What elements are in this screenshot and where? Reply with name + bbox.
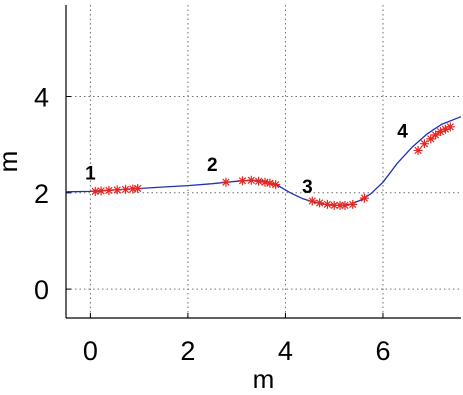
data-point-marker <box>419 139 429 149</box>
data-point-marker <box>90 186 100 196</box>
data-point-marker <box>254 176 264 186</box>
data-point-marker <box>120 184 130 194</box>
data-point-marker <box>133 183 143 193</box>
data-point-marker <box>445 122 455 132</box>
annotation-label-4: 4 <box>397 121 408 142</box>
data-point-marker <box>335 200 345 210</box>
data-point-marker <box>260 177 270 187</box>
data-point-marker <box>436 127 446 137</box>
data-point-marker <box>104 185 114 195</box>
y-axis-label: m <box>0 151 23 173</box>
trajectory-line <box>65 116 462 206</box>
y-tick-label: 0 <box>34 275 49 305</box>
data-point-marker <box>265 178 275 188</box>
data-point-marker <box>96 186 106 196</box>
annotation-label-2: 2 <box>207 155 218 176</box>
annotation-label-1: 1 <box>85 163 96 184</box>
data-point-marker <box>322 199 332 209</box>
y-tick-label: 4 <box>34 82 49 112</box>
x-tick-label: 0 <box>83 336 98 366</box>
annotation-label-3: 3 <box>302 177 313 198</box>
data-point-marker <box>340 200 350 210</box>
data-point-marker <box>413 145 423 155</box>
data-point-marker <box>315 198 325 208</box>
data-point-marker <box>348 199 358 209</box>
data-point-marker <box>440 124 450 134</box>
data-point-marker <box>128 184 138 194</box>
x-tick-label: 4 <box>278 336 293 366</box>
data-point-marker <box>112 185 122 195</box>
data-point-marker <box>359 193 369 203</box>
x-axis-label: m <box>253 364 275 394</box>
x-tick-label: 2 <box>180 336 195 366</box>
data-point-marker <box>221 177 231 187</box>
plot-area <box>66 5 461 318</box>
data-point-marker <box>426 134 436 144</box>
data-point-marker <box>246 175 256 185</box>
x-tick-label: 6 <box>375 336 390 366</box>
data-point-marker <box>329 200 339 210</box>
data-point-marker <box>431 130 441 140</box>
y-tick-label: 2 <box>34 179 49 209</box>
data-point-marker <box>271 180 281 190</box>
data-point-marker <box>307 196 317 206</box>
data-point-marker <box>238 176 248 186</box>
